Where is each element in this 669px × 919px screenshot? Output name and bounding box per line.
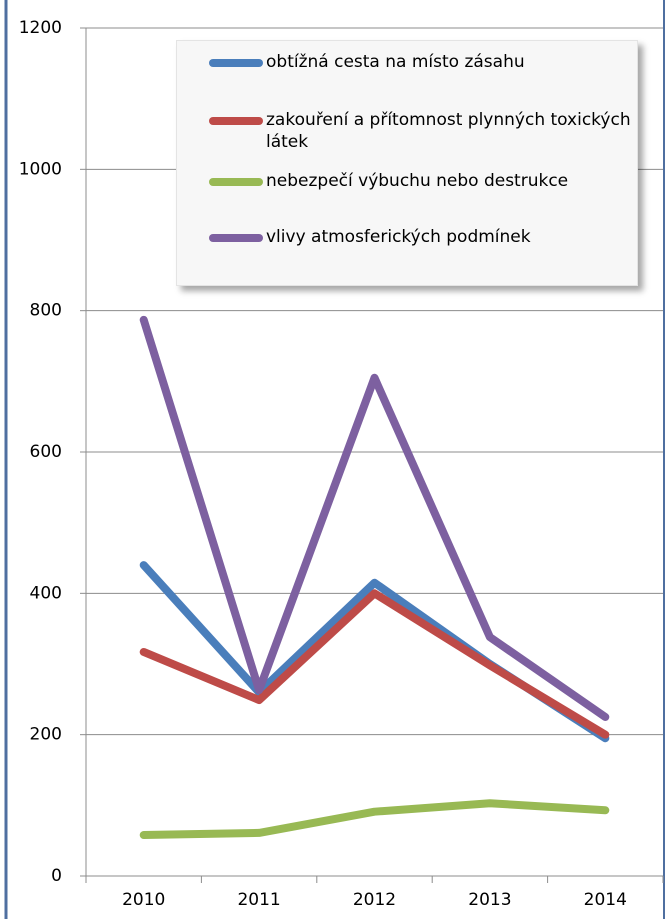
series-line (139, 315, 610, 721)
x-tick-label: 2012 (353, 890, 396, 910)
legend-label: obtížná cesta na místo zásahu (266, 52, 525, 72)
y-tick-label: 600 (30, 442, 62, 462)
legend-swatch (209, 59, 263, 67)
x-tick-label: 2014 (584, 890, 627, 910)
legend-swatch (209, 117, 263, 125)
series-line (139, 799, 610, 840)
y-tick-label: 200 (30, 725, 62, 745)
legend-swatch (209, 234, 263, 242)
legend-label: nebezpečí výbuchu nebo destrukce (266, 171, 569, 191)
y-tick-label: 800 (30, 301, 62, 321)
legend-label: zakouření a přítomnost plynných toxickýc… (266, 110, 631, 152)
x-tick-label: 2010 (122, 890, 165, 910)
y-tick-label: 1000 (19, 159, 62, 179)
x-tick-label: 2011 (237, 890, 280, 910)
legend: obtížná cesta na místo zásahu zakouření a… (176, 40, 638, 286)
legend-swatch (209, 178, 263, 186)
y-tick-label: 400 (30, 583, 62, 603)
legend-label: vlivy atmosferických podmínek (266, 227, 531, 247)
x-tick-label: 2013 (468, 890, 511, 910)
y-tick-label: 1200 (19, 18, 62, 38)
y-tick-label: 0 (51, 866, 62, 886)
series-line (139, 589, 610, 739)
